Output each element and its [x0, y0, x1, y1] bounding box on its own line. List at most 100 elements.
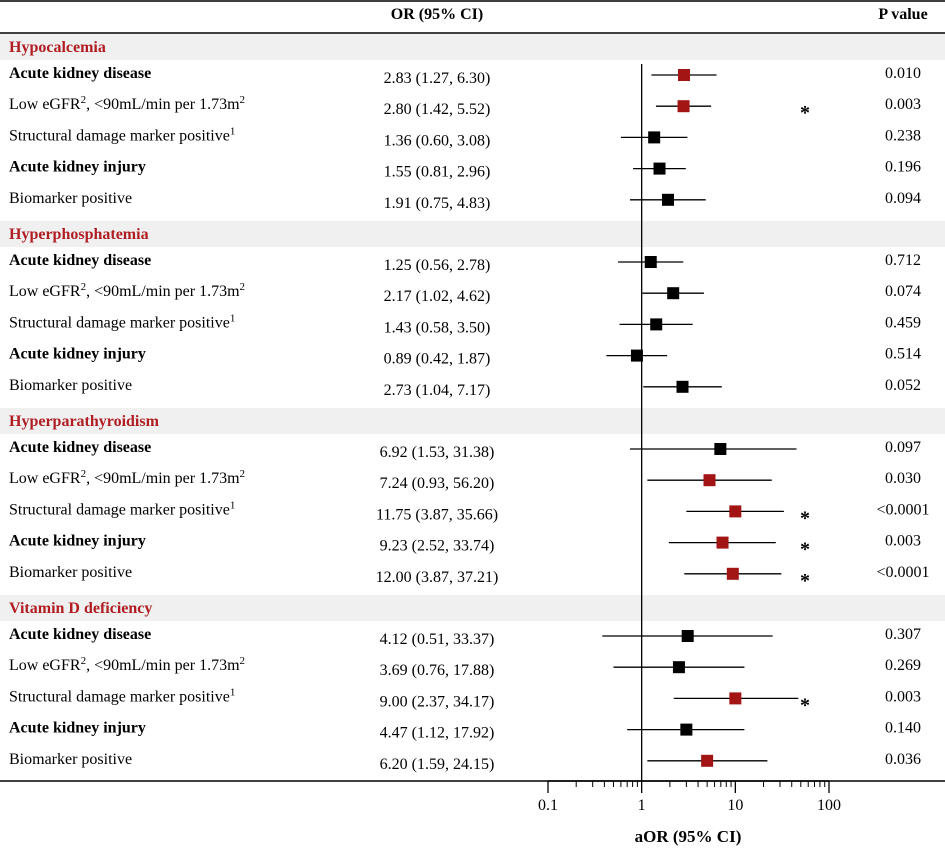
p-value: 0.036	[885, 751, 921, 768]
p-value: 0.140	[885, 720, 921, 737]
row-label: Structural damage marker positive1	[9, 312, 235, 331]
point-estimate	[729, 692, 742, 705]
point-estimate	[661, 193, 674, 206]
point-estimate	[726, 567, 739, 580]
x-tick-label: 100	[817, 797, 841, 814]
row-label: Acute kidney injury	[9, 720, 146, 737]
x-tick-label: 10	[727, 797, 743, 814]
or-value: 0.89 (0.42, 1.87)	[384, 351, 491, 368]
row-label: Biomarker positive	[9, 564, 132, 581]
p-value: 0.010	[885, 65, 921, 82]
point-estimate	[677, 69, 690, 81]
point-estimate	[677, 100, 690, 113]
point-estimate	[729, 505, 742, 518]
p-value: 0.074	[885, 283, 921, 300]
point-estimate	[681, 630, 694, 642]
p-value-column-header: P value	[878, 6, 927, 23]
row-label: Low eGFR2, <90mL/min per 1.73m2	[9, 281, 245, 300]
row-label: Low eGFR2, <90mL/min per 1.73m2	[9, 94, 245, 113]
row-label: Biomarker positive	[9, 377, 132, 394]
or-value: 1.55 (0.81, 2.96)	[384, 164, 491, 181]
point-estimate	[644, 256, 657, 268]
p-value: <0.0001	[876, 501, 929, 518]
point-estimate	[672, 661, 685, 674]
x-tick-label: 0.1	[538, 797, 558, 814]
or-value: 2.83 (1.27, 6.30)	[384, 70, 491, 87]
group-band	[0, 595, 945, 621]
or-value: 9.23 (2.52, 33.74)	[380, 538, 495, 555]
or-value: 2.73 (1.04, 7.17)	[384, 382, 491, 399]
group-band	[0, 221, 945, 247]
or-value: 7.24 (0.93, 56.20)	[380, 475, 495, 492]
or-value: 2.17 (1.02, 4.62)	[384, 288, 491, 305]
significance-star: *	[800, 539, 810, 561]
point-estimate	[653, 162, 666, 175]
or-value: 1.91 (0.75, 4.83)	[384, 195, 491, 212]
row-label: Acute kidney disease	[9, 439, 151, 456]
or-value: 12.00 (3.87, 37.21)	[376, 569, 499, 586]
group-title: Vitamin D deficiency	[9, 600, 152, 617]
row-label: Low eGFR2, <90mL/min per 1.73m2	[9, 655, 245, 674]
point-estimate	[703, 474, 716, 487]
row-label: Acute kidney disease	[9, 252, 151, 269]
or-value: 11.75 (3.87, 35.66)	[376, 506, 498, 523]
p-value: <0.0001	[876, 564, 929, 581]
row-label: Acute kidney disease	[9, 65, 151, 82]
p-value: 0.196	[885, 159, 921, 176]
p-value: 0.514	[885, 346, 921, 363]
or-column-header: OR (95% CI)	[391, 6, 483, 23]
group-band	[0, 34, 945, 60]
significance-star: *	[800, 102, 810, 124]
significance-star: *	[800, 570, 810, 592]
or-value: 4.47 (1.12, 17.92)	[380, 725, 495, 742]
row-label: Acute kidney injury	[9, 346, 146, 363]
row-label: Acute kidney injury	[9, 159, 146, 176]
x-tick-label: 1	[638, 797, 646, 814]
point-estimate	[630, 349, 643, 362]
p-value: 0.003	[885, 688, 921, 705]
point-estimate	[676, 380, 689, 393]
p-value: 0.307	[885, 626, 921, 643]
p-value: 0.238	[885, 127, 921, 144]
or-value: 4.12 (0.51, 33.37)	[380, 631, 495, 648]
p-value: 0.003	[885, 533, 921, 550]
point-estimate	[648, 131, 661, 144]
row-label: Biomarker positive	[9, 751, 132, 768]
or-value: 3.69 (0.76, 17.88)	[380, 662, 495, 679]
point-estimate	[714, 443, 727, 455]
row-label: Structural damage marker positive1	[9, 686, 235, 705]
group-band	[0, 408, 945, 434]
point-estimate	[667, 287, 680, 300]
x-axis-label: aOR (95% CI)	[635, 827, 742, 846]
or-value: 1.43 (0.58, 3.50)	[384, 319, 491, 336]
p-value: 0.459	[885, 314, 921, 331]
or-value: 1.25 (0.56, 2.78)	[384, 257, 491, 274]
row-label: Structural damage marker positive1	[9, 499, 235, 518]
point-estimate	[716, 536, 729, 549]
point-estimate	[701, 754, 714, 767]
group-title: Hyperparathyroidism	[9, 413, 160, 430]
row-label: Low eGFR2, <90mL/min per 1.73m2	[9, 468, 245, 487]
row-label: Acute kidney disease	[9, 626, 151, 643]
significance-star: *	[800, 694, 810, 716]
p-value: 0.269	[885, 657, 921, 674]
or-value: 6.20 (1.59, 24.15)	[380, 756, 495, 773]
row-label: Acute kidney injury	[9, 533, 146, 550]
p-value: 0.003	[885, 96, 921, 113]
p-value: 0.712	[885, 252, 921, 269]
or-value: 1.36 (0.60, 3.08)	[384, 132, 491, 149]
row-label: Structural damage marker positive1	[9, 125, 235, 144]
p-value: 0.094	[885, 190, 921, 207]
p-value: 0.097	[885, 439, 921, 456]
p-value: 0.030	[885, 470, 921, 487]
p-value: 0.052	[885, 377, 921, 394]
point-estimate	[650, 318, 663, 331]
row-label: Biomarker positive	[9, 190, 132, 207]
significance-star: *	[800, 507, 810, 529]
or-value: 6.92 (1.53, 31.38)	[380, 444, 495, 461]
or-value: 9.00 (2.37, 34.17)	[380, 693, 495, 710]
point-estimate	[680, 723, 693, 736]
or-value: 2.80 (1.42, 5.52)	[384, 101, 491, 118]
group-title: Hyperphosphatemia	[9, 226, 149, 243]
